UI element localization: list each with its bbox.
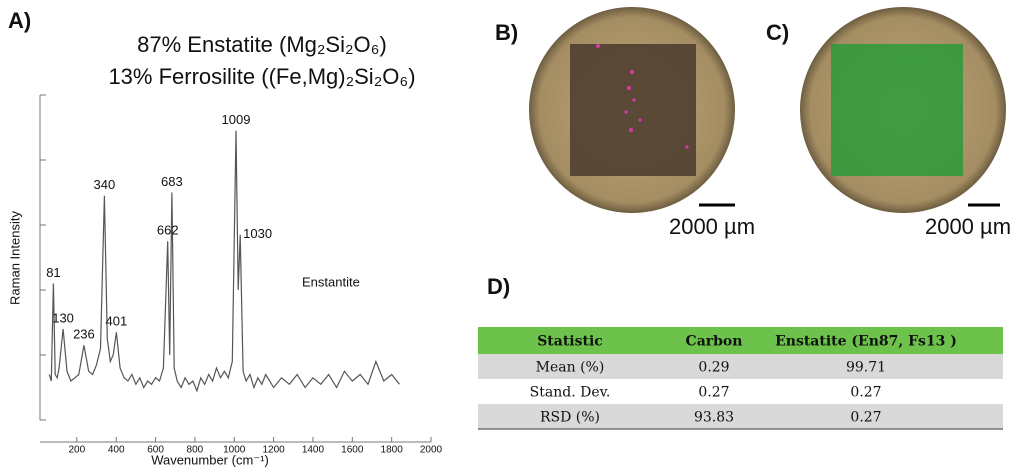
spectrum-line bbox=[48, 130, 400, 393]
panel-label: C) bbox=[766, 20, 789, 45]
x-tick-label: 1600 bbox=[341, 445, 364, 456]
image-b bbox=[529, 7, 735, 213]
peak-label: 1009 bbox=[222, 112, 251, 127]
peak-label: 340 bbox=[94, 177, 116, 192]
table-cell: 99.71 bbox=[846, 360, 886, 376]
x-tick-label: 1000 bbox=[223, 445, 246, 456]
panel-label: B) bbox=[495, 20, 518, 45]
x-tick-label: 800 bbox=[187, 445, 204, 456]
chart-title: 13% Ferrosilite ((Fe,Mg)₂Si₂O₆) bbox=[108, 64, 415, 89]
table-cell: Stand. Dev. bbox=[530, 385, 611, 401]
stats-table: Statistic Carbon Enstatite (En87, Fs13 ) Me… bbox=[478, 327, 1003, 430]
table-cell: 0.27 bbox=[698, 385, 729, 401]
x-axis-label: Wavenumber (cm⁻¹) bbox=[151, 452, 269, 467]
table-row-bg bbox=[478, 354, 1003, 379]
peak-label: 1030 bbox=[243, 226, 272, 241]
peak-label: 401 bbox=[106, 314, 128, 329]
map-overlay bbox=[570, 44, 696, 176]
peak-label: 130 bbox=[52, 310, 74, 325]
peak-label: 81 bbox=[46, 265, 60, 280]
table-row-bg bbox=[478, 404, 1003, 429]
scale-label: 2000 µm bbox=[925, 214, 1011, 239]
table-cell: 0.27 bbox=[850, 385, 881, 401]
table-header-bg bbox=[478, 327, 1003, 354]
scale-label: 2000 µm bbox=[669, 214, 755, 239]
peak-label: 662 bbox=[157, 223, 179, 238]
table-header: Statistic bbox=[537, 334, 603, 350]
hotspots bbox=[596, 44, 689, 149]
table-header: Carbon bbox=[686, 334, 743, 350]
peak-label: 683 bbox=[161, 174, 183, 189]
panel-label: A) bbox=[8, 8, 31, 33]
x-tick-label: 2000 bbox=[420, 445, 443, 456]
series-label: Enstantite bbox=[302, 274, 360, 289]
panel-label: D) bbox=[487, 274, 510, 299]
table-cell: Mean (%) bbox=[536, 360, 605, 376]
image-c bbox=[800, 7, 1006, 213]
table-cell: 0.27 bbox=[850, 410, 881, 426]
table-cell: RSD (%) bbox=[540, 410, 600, 426]
x-tick-label: 600 bbox=[147, 445, 164, 456]
table-cell: 93.83 bbox=[694, 410, 734, 426]
table-row-bg bbox=[478, 379, 1003, 404]
table-cell: 0.29 bbox=[698, 360, 729, 376]
x-tick-label: 1200 bbox=[262, 445, 285, 456]
chart-title: 87% Enstatite (Mg₂Si₂O₆) bbox=[137, 32, 387, 57]
y-axis-label: Raman Intensity bbox=[7, 211, 22, 305]
x-tick-label: 400 bbox=[108, 445, 125, 456]
peak-label: 236 bbox=[73, 327, 95, 342]
map-overlay bbox=[831, 44, 963, 176]
x-tick-label: 1800 bbox=[381, 445, 404, 456]
x-tick-label: 200 bbox=[69, 445, 86, 456]
table-header: Enstatite (En87, Fs13 ) bbox=[775, 334, 957, 350]
x-tick-label: 1400 bbox=[302, 445, 325, 456]
